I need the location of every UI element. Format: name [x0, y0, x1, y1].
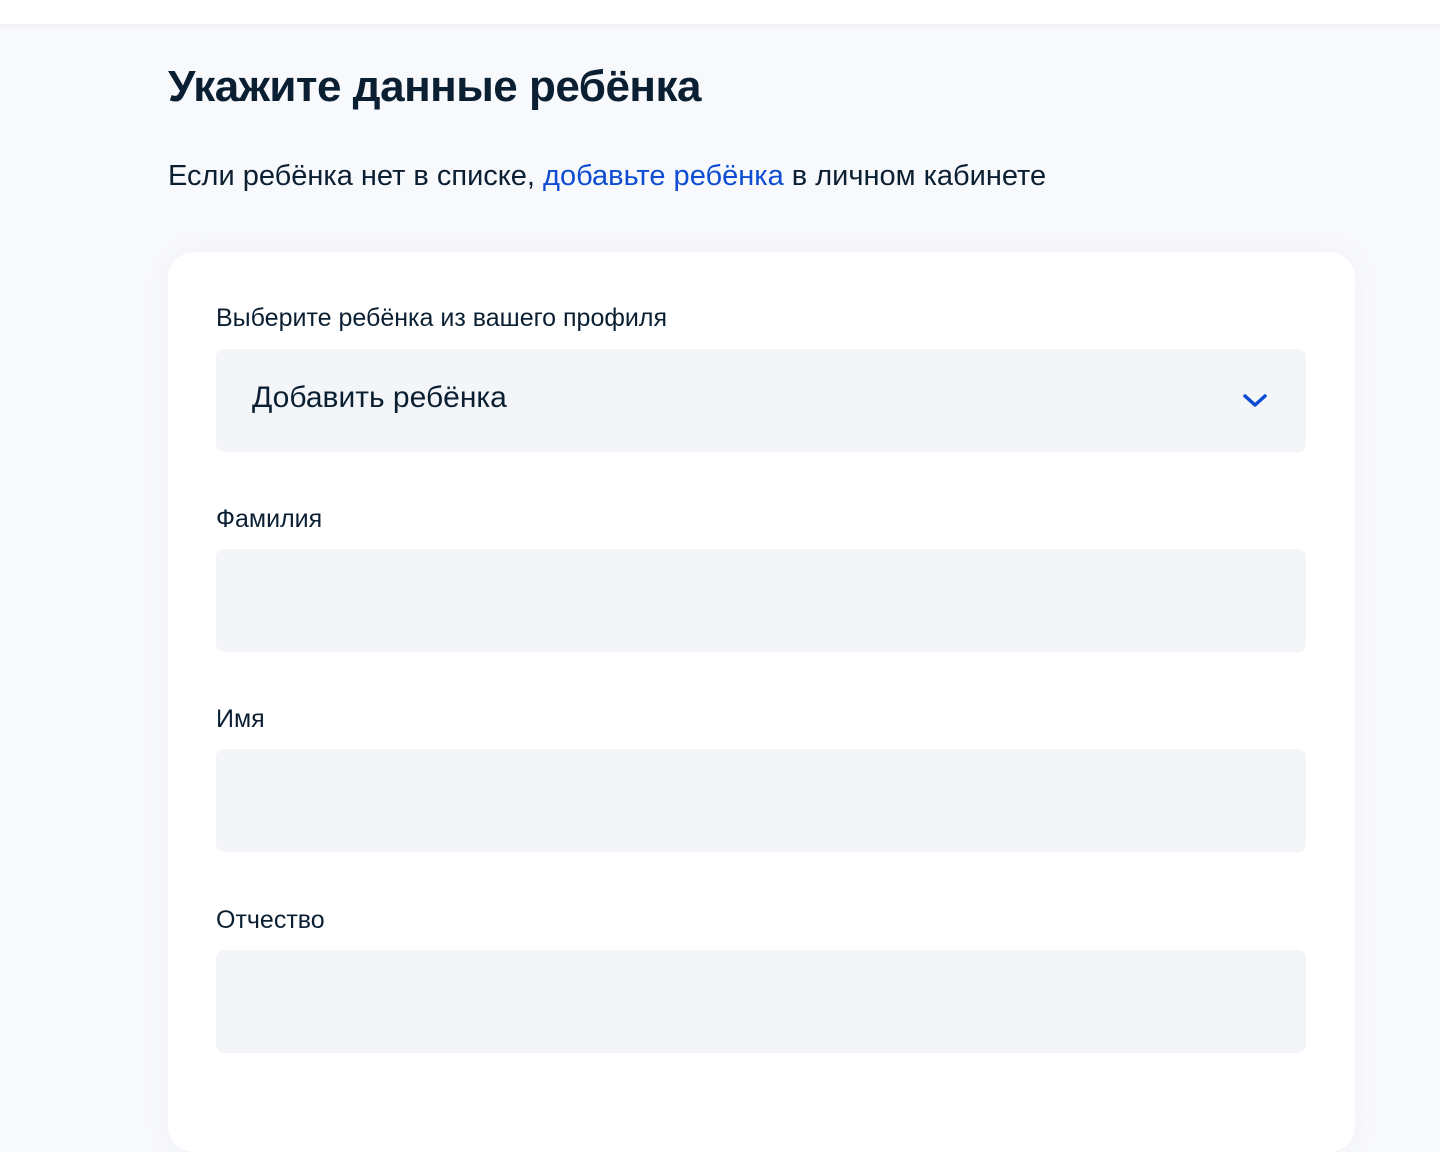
child-select-dropdown[interactable]: Добавить ребёнка [216, 349, 1306, 452]
subtitle-text-end: в личном кабинете [783, 160, 1047, 192]
top-header [0, 0, 1440, 24]
patronymic-label: Отчество [216, 906, 325, 934]
page-title: Укажите данные ребёнка [168, 62, 701, 111]
last-name-input[interactable] [216, 549, 1306, 652]
subtitle-text: Если ребёнка нет в списке, [168, 160, 544, 192]
first-name-input[interactable] [216, 749, 1306, 852]
page-subtitle: Если ребёнка нет в списке, добавьте ребё… [168, 160, 1046, 193]
child-select-value: Добавить ребёнка [252, 381, 507, 414]
last-name-label: Фамилия [216, 505, 323, 533]
chevron-down-icon [1243, 394, 1267, 407]
child-select-label: Выберите ребёнка из вашего профиля [216, 304, 668, 332]
add-child-link[interactable]: добавьте ребёнка [543, 160, 784, 192]
patronymic-input[interactable] [216, 950, 1306, 1053]
first-name-label: Имя [216, 705, 265, 733]
child-data-form: Выберите ребёнка из вашего профиля Добав… [168, 252, 1355, 1152]
